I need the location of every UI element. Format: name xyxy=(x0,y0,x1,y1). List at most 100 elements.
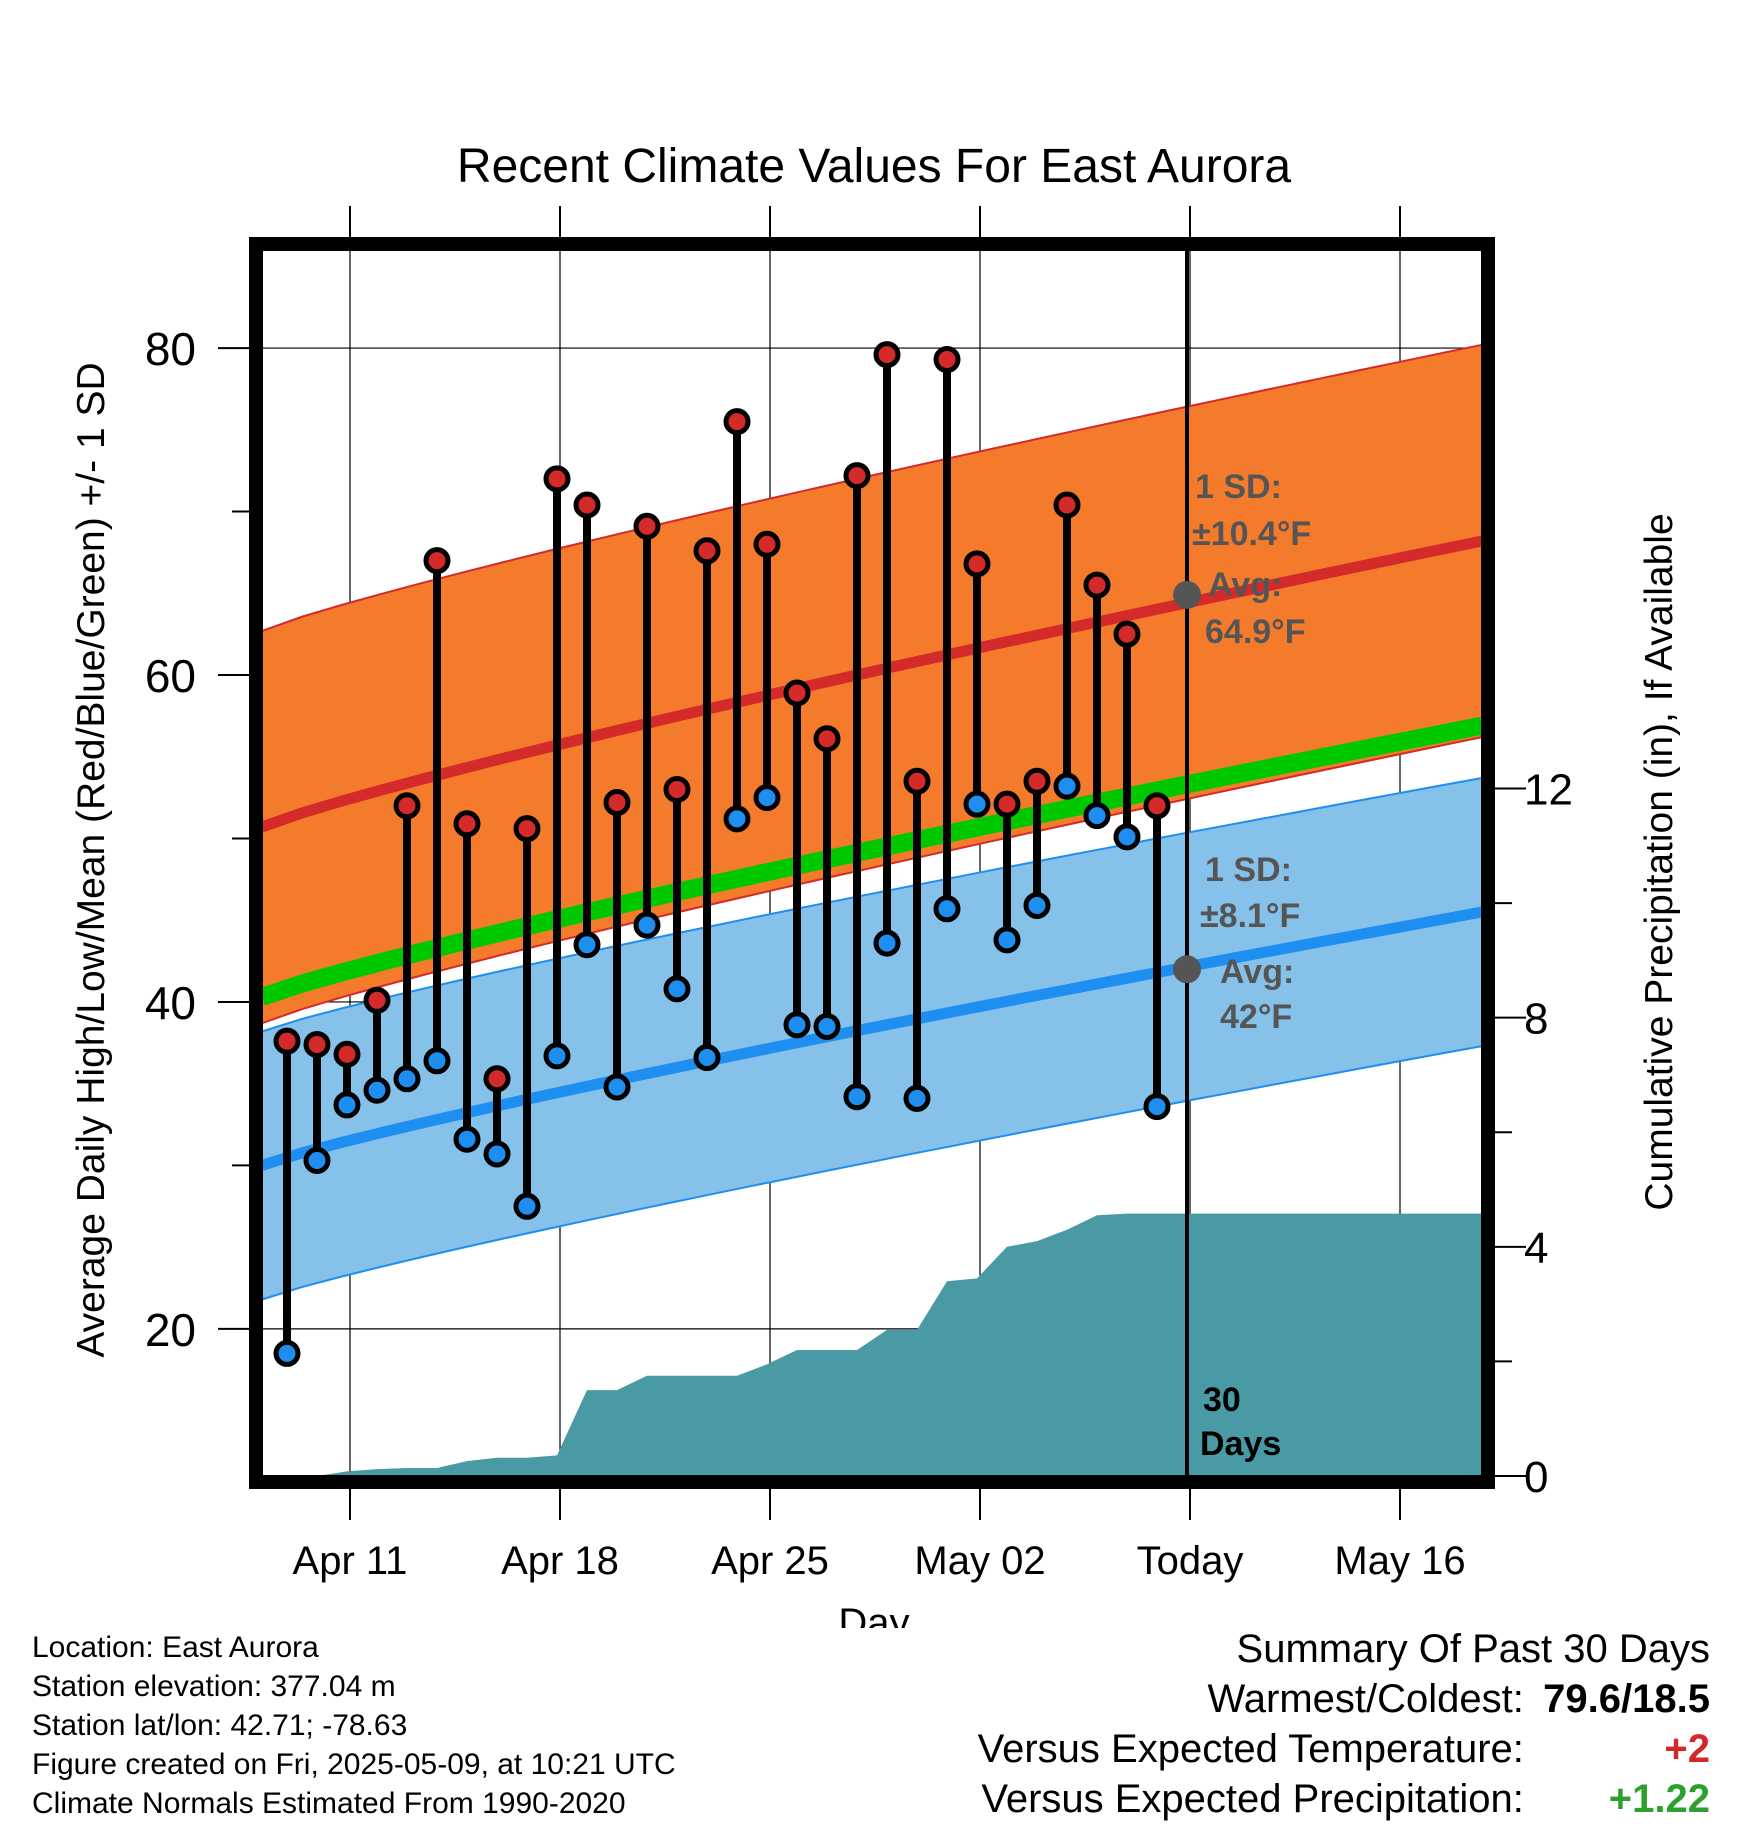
low-point xyxy=(1053,772,1081,800)
low-sd-band xyxy=(262,778,1482,1300)
high-point xyxy=(843,462,871,490)
plot-frame xyxy=(249,237,1495,1489)
high-point xyxy=(573,491,601,519)
low-point xyxy=(273,1339,301,1367)
low-point xyxy=(543,1042,571,1070)
high-point xyxy=(753,530,781,558)
high-avg-value: 64.9°F xyxy=(1205,613,1306,651)
low-point xyxy=(783,1011,811,1039)
high-point xyxy=(513,815,541,843)
low-point xyxy=(1143,1093,1171,1121)
high-point xyxy=(933,346,961,374)
high-sd-band xyxy=(262,344,1482,1024)
warm-cold-row: Warmest/Coldest: 79.6/18.5 xyxy=(978,1674,1711,1724)
precip-row: Versus Expected Precipitation: +1.22 xyxy=(978,1774,1710,1824)
low-avg-value: 42°F xyxy=(1220,998,1292,1036)
low-point xyxy=(363,1076,391,1104)
normals-text: Climate Normals Estimated From 1990-2020 xyxy=(32,1787,626,1820)
x-tick-label: Apr 11 xyxy=(293,1539,408,1583)
low-point xyxy=(573,931,601,959)
precip-value: +1.22 xyxy=(1608,1777,1710,1821)
y2-axis-label: Cumulative Precipitation (in), If Availa… xyxy=(1638,513,1681,1210)
elevation-text: Station elevation: 377.04 m xyxy=(32,1670,396,1703)
temp-row: Versus Expected Temperature: +2 xyxy=(978,1724,1710,1774)
low-point xyxy=(1113,823,1141,851)
low-point xyxy=(873,929,901,957)
high-point xyxy=(783,679,811,707)
y-tick-label: 20 xyxy=(145,1304,196,1356)
created-text: Figure created on Fri, 2025-05-09, at 10… xyxy=(32,1748,676,1781)
low-band-lower-edge xyxy=(261,1045,1483,1301)
high-point xyxy=(1113,620,1141,648)
high-point xyxy=(363,986,391,1014)
high-point xyxy=(693,537,721,565)
summary-panel: Summary Of Past 30 Days Warmest/Coldest:… xyxy=(978,1624,1710,1824)
low-point xyxy=(813,1012,841,1040)
high-point xyxy=(723,408,751,436)
high-point xyxy=(423,547,451,575)
high-point xyxy=(393,792,421,820)
low-point xyxy=(303,1147,331,1175)
low-point xyxy=(663,975,691,1003)
low-point xyxy=(483,1140,511,1168)
plot-area: 1 SD: ±10.4°F Avg: 64.9°F 1 SD: ±8.1°F Avg: 42°… xyxy=(145,206,1573,1583)
low-point xyxy=(633,911,661,939)
y-axis-label: Average Daily High/Low/Mean (Red/Blue/Gr… xyxy=(70,362,113,1357)
high-sd-value: ±10.4°F xyxy=(1192,515,1311,553)
low-point xyxy=(1083,802,1111,830)
warm-cold-value: 79.6/18.5 xyxy=(1543,1677,1710,1721)
low-point xyxy=(393,1065,421,1093)
latlon-text: Station lat/lon: 42.71; -78.63 xyxy=(32,1709,408,1742)
low-point xyxy=(423,1047,451,1075)
high-point xyxy=(903,767,931,795)
low-point xyxy=(453,1125,481,1153)
cumulative-precip-area xyxy=(262,1213,1482,1476)
low-avg-label: Avg: xyxy=(1220,953,1294,991)
low-point xyxy=(333,1091,361,1119)
high-point xyxy=(1083,571,1111,599)
station-info: Location: East Aurora Station elevation:… xyxy=(32,1628,676,1823)
precip-label: Versus Expected Precipitation: xyxy=(981,1777,1524,1821)
high-point xyxy=(603,789,631,817)
y2-tick-label: 12 xyxy=(1524,766,1573,815)
high-point xyxy=(1023,767,1051,795)
low-point xyxy=(693,1044,721,1072)
high-sd-label: 1 SD: xyxy=(1195,468,1282,506)
warm-cold-label: Warmest/Coldest: xyxy=(1207,1677,1524,1721)
low-point xyxy=(1023,892,1051,920)
low-point xyxy=(723,805,751,833)
x-tick-label: May 16 xyxy=(1334,1539,1465,1583)
high-avg-marker xyxy=(1173,580,1201,609)
high-band-upper-edge xyxy=(261,343,1483,632)
y-tick-label: 40 xyxy=(145,977,196,1029)
days-label-text: Days xyxy=(1200,1425,1281,1463)
low-point xyxy=(993,926,1021,954)
x-tick-label: Apr 25 xyxy=(711,1539,829,1583)
low-point xyxy=(903,1084,931,1112)
high-point xyxy=(813,725,841,753)
low-point xyxy=(753,784,781,812)
temp-value: +2 xyxy=(1664,1727,1710,1771)
y-tick-label: 60 xyxy=(145,650,196,702)
x-axis-label: Day xyxy=(838,1601,909,1628)
low-sd-label: 1 SD: xyxy=(1205,851,1292,889)
high-point xyxy=(663,775,691,803)
high-point xyxy=(273,1027,301,1055)
y2-tick-label: 4 xyxy=(1524,1224,1548,1273)
low-point xyxy=(843,1083,871,1111)
high-point xyxy=(1053,491,1081,519)
y2-tick-label: 0 xyxy=(1524,1453,1548,1502)
high-point xyxy=(963,550,991,578)
high-point xyxy=(453,810,481,838)
x-tick-label: Apr 18 xyxy=(501,1539,619,1583)
normal-high-line xyxy=(260,535,1484,833)
summary-heading: Summary Of Past 30 Days xyxy=(1236,1627,1710,1671)
high-point xyxy=(483,1065,511,1093)
days-label-number: 30 xyxy=(1203,1381,1241,1419)
high-point xyxy=(633,512,661,540)
low-point xyxy=(513,1192,541,1220)
low-point xyxy=(963,790,991,818)
low-sd-value: ±8.1°F xyxy=(1200,897,1300,935)
y-tick-label: 80 xyxy=(145,323,196,375)
low-point xyxy=(933,895,961,923)
